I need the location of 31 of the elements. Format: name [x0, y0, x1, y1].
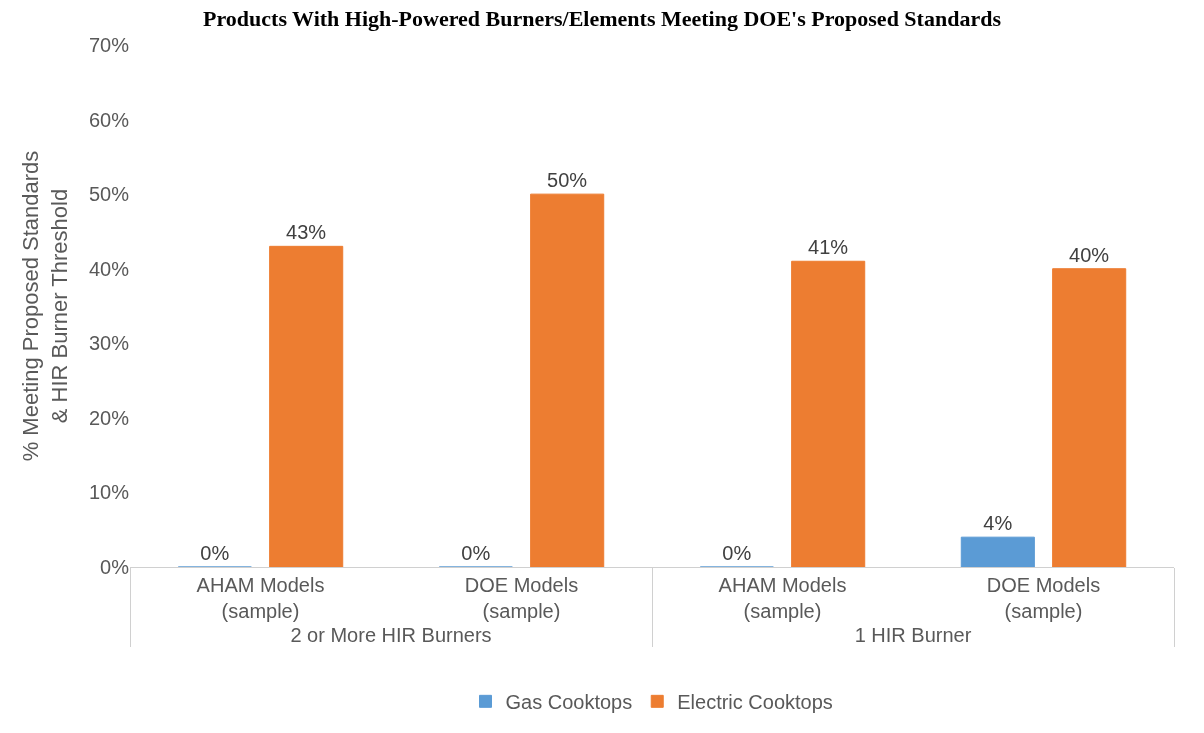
chart-title: Products With High-Powered Burners/Elements Meeting DOE's Proposed Standards: [203, 6, 1002, 32]
data-label: 0%: [200, 542, 230, 564]
y-axis-title: % Meeting Proposed Standards & HIR Burner Threshold: [18, 150, 72, 462]
y-tick-label: 40%: [88, 257, 130, 280]
y-tick-label: 0%: [100, 556, 130, 578]
bar: [1052, 268, 1127, 567]
legend-label: Gas Cooktops: [505, 691, 633, 714]
data-label: 50%: [547, 169, 588, 192]
data-label: 4%: [983, 512, 1013, 535]
bar: [530, 193, 605, 567]
text: 1 HIR Burner: [854, 624, 972, 646]
data-label: 0%: [722, 542, 752, 564]
data-label: 0%: [461, 542, 491, 564]
bar: [791, 260, 866, 567]
data-label: 40%: [1069, 243, 1110, 266]
bar: [960, 536, 1035, 567]
x-tick-label: DOE Models (sample): [464, 574, 579, 622]
x-tick-label: DOE Models (sample): [986, 574, 1101, 622]
y-tick-label: 20%: [88, 406, 130, 429]
legend-label: Electric Cooktops: [677, 691, 833, 714]
bar: [269, 245, 344, 567]
y-tick-label: 10%: [88, 481, 130, 504]
data-label: 41%: [808, 236, 849, 259]
text: 2 or More HIR Burners: [290, 624, 492, 646]
y-tick-label: 30%: [88, 332, 130, 355]
y-tick-label: 50%: [88, 183, 130, 206]
x-tick-label: AHAM Models (sample): [718, 574, 847, 622]
y-tick-label: 70%: [88, 34, 130, 56]
x-tick-label: AHAM Models (sample): [196, 574, 325, 622]
y-tick-label: 60%: [88, 108, 130, 131]
data-label: 43%: [286, 221, 327, 244]
